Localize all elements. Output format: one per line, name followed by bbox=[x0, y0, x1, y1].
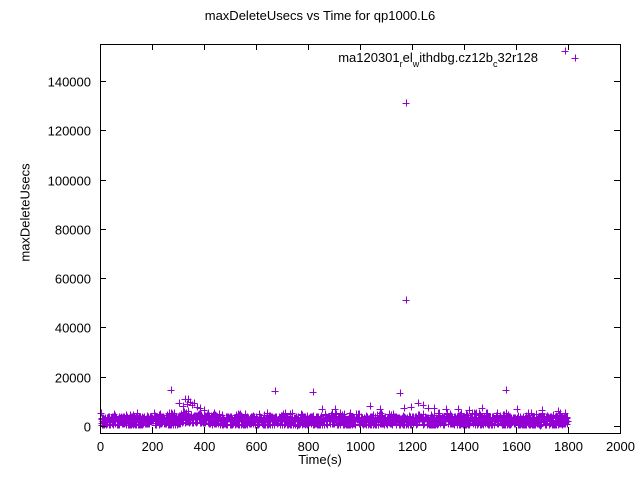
svg-text:1800: 1800 bbox=[554, 439, 583, 454]
legend: ma120301relwithdbg.cz12bc32r128 bbox=[338, 50, 579, 69]
svg-text:100000: 100000 bbox=[48, 174, 91, 189]
data-points-layer bbox=[97, 47, 572, 430]
svg-text:60000: 60000 bbox=[55, 272, 91, 287]
svg-text:800: 800 bbox=[298, 439, 320, 454]
svg-text:600: 600 bbox=[246, 439, 268, 454]
page-title: maxDeleteUsecs vs Time for qp1000.L6 bbox=[204, 8, 436, 23]
svg-text:400: 400 bbox=[194, 439, 216, 454]
svg-text:1600: 1600 bbox=[502, 439, 531, 454]
x-axis-label: Time(s) bbox=[298, 452, 342, 467]
legend-series-label: ma120301relwithdbg.cz12bc32r128 bbox=[338, 50, 538, 69]
svg-text:1400: 1400 bbox=[450, 439, 479, 454]
svg-text:140000: 140000 bbox=[48, 75, 91, 90]
axis-frame-layer bbox=[100, 44, 621, 434]
legend-marker bbox=[571, 54, 579, 62]
svg-text:200: 200 bbox=[142, 439, 164, 454]
svg-text:1200: 1200 bbox=[398, 439, 427, 454]
svg-text:0: 0 bbox=[84, 420, 91, 435]
svg-text:2000: 2000 bbox=[606, 439, 635, 454]
svg-text:1000: 1000 bbox=[346, 439, 375, 454]
svg-text:120000: 120000 bbox=[48, 124, 91, 139]
axis-ticks-layer: 0 20000 40000 60000 80000 100000 120000 140000 0… bbox=[48, 44, 635, 454]
svg-text:80000: 80000 bbox=[55, 223, 91, 238]
svg-text:0: 0 bbox=[97, 439, 104, 454]
svg-text:40000: 40000 bbox=[55, 321, 91, 336]
svg-text:20000: 20000 bbox=[55, 371, 91, 386]
